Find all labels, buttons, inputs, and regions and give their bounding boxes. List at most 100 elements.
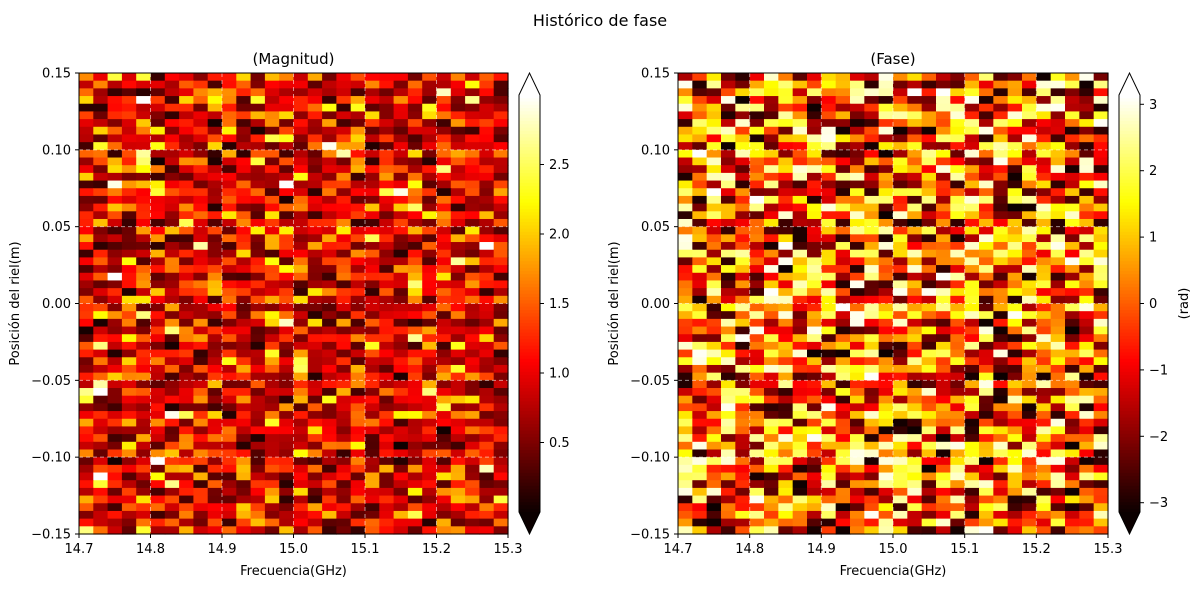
heatmap-cell: [121, 472, 137, 481]
heatmap-cell: [835, 103, 851, 113]
heatmap-cell: [1050, 211, 1066, 220]
heatmap-cell: [393, 510, 409, 520]
heatmap-cell: [79, 73, 94, 82]
heatmap-cell: [979, 149, 994, 159]
heatmap-cell: [878, 126, 894, 136]
heatmap-cell: [778, 311, 794, 320]
heatmap-cell: [749, 272, 765, 282]
heatmap-cell: [936, 234, 951, 243]
heatmap-cell: [350, 195, 366, 205]
heatmap-cell: [136, 80, 152, 89]
heatmap-cell: [964, 349, 980, 358]
heatmap-cell: [921, 303, 937, 312]
heatmap-cell: [250, 472, 266, 481]
heatmap-cell: [121, 142, 137, 151]
colorbar-band: [1119, 313, 1140, 318]
heatmap-cell: [179, 272, 194, 282]
heatmap-cell: [407, 203, 423, 212]
heatmap-cell: [493, 411, 509, 420]
heatmap-cell: [179, 480, 194, 489]
heatmap-cell: [1036, 449, 1052, 458]
heatmap-cell: [1022, 157, 1037, 166]
heatmap-cell: [821, 518, 837, 527]
heatmap-cell: [1036, 341, 1052, 351]
heatmap-cell: [393, 318, 409, 328]
heatmap-cell: [493, 226, 509, 235]
colorbar-band: [1119, 287, 1140, 292]
heatmap-cell: [193, 218, 209, 228]
heatmap-cell: [792, 480, 808, 489]
heatmap-cell: [493, 388, 509, 397]
heatmap-cell: [907, 341, 923, 351]
heatmap-cell: [393, 157, 409, 166]
heatmap-cell: [207, 449, 223, 458]
heatmap-cell: [878, 357, 894, 366]
heatmap-cell: [1007, 487, 1023, 497]
heatmap-cell: [979, 272, 994, 282]
heatmap-cell: [222, 134, 237, 143]
heatmap-cell: [164, 464, 180, 474]
heatmap-cell: [821, 280, 837, 289]
heatmap-cell: [336, 165, 352, 174]
heatmap-cell: [136, 403, 152, 412]
heatmap-cell: [749, 295, 765, 305]
colorbar-band: [1119, 339, 1140, 344]
heatmap-cell: [721, 372, 736, 381]
heatmap-cell: [1093, 349, 1109, 358]
heatmap-cell: [735, 249, 751, 258]
heatmap-cell: [835, 311, 851, 320]
heatmap-cell: [264, 334, 280, 343]
heatmap-cell: [1007, 326, 1023, 335]
heatmap-cell: [907, 249, 923, 258]
heatmap-cell: [136, 242, 152, 251]
heatmap-cell: [193, 80, 209, 89]
heatmap-cell: [893, 495, 908, 504]
heatmap-cell: [107, 272, 123, 282]
heatmap-cell: [293, 457, 309, 466]
colorbar-band: [1119, 430, 1140, 435]
heatmap-cell: [921, 211, 937, 220]
heatmap-cell: [864, 234, 880, 243]
heatmap-cell: [964, 157, 980, 166]
heatmap-cell: [236, 234, 252, 243]
heatmap-cell: [764, 510, 779, 520]
heatmap-cell: [907, 265, 923, 274]
heatmap-cell: [1022, 226, 1037, 235]
heatmap-cell: [893, 395, 908, 404]
heatmap-cell: [350, 341, 366, 351]
heatmap-cell: [706, 503, 722, 512]
heatmap-cell: [778, 80, 794, 89]
heatmap-cell: [121, 480, 137, 489]
heatmap-cell: [936, 80, 951, 89]
heatmap-cell: [479, 472, 495, 481]
heatmap-cell: [465, 218, 480, 228]
heatmap-cell: [164, 395, 180, 404]
heatmap-cell: [493, 218, 509, 228]
heatmap-cell: [236, 80, 252, 89]
heatmap-cell: [1007, 472, 1023, 481]
heatmap-cell: [721, 242, 736, 251]
heatmap-cell: [1093, 480, 1109, 489]
heatmap-cell: [1050, 480, 1066, 489]
heatmap-cell: [979, 280, 994, 289]
heatmap-cell: [307, 480, 323, 489]
heatmap-cell: [479, 464, 495, 474]
heatmap-cell: [121, 165, 137, 174]
heatmap-cell: [93, 318, 109, 328]
heatmap-cell: [950, 234, 966, 243]
heatmap-cell: [322, 418, 337, 428]
heatmap-cell: [1036, 503, 1052, 512]
heatmap-cell: [749, 457, 765, 466]
heatmap-cell: [936, 380, 951, 389]
heatmap-cell: [764, 211, 779, 220]
colorbar-band: [519, 176, 540, 181]
heatmap-cell: [936, 472, 951, 481]
heatmap-cell: [179, 265, 194, 274]
heatmap-cell: [735, 357, 751, 366]
heatmap-cell: [1050, 349, 1066, 358]
heatmap-cell: [893, 510, 908, 520]
heatmap-cell: [436, 288, 452, 297]
heatmap-cell: [193, 349, 209, 358]
heatmap-cell: [407, 218, 423, 228]
heatmap-cell: [264, 326, 280, 335]
